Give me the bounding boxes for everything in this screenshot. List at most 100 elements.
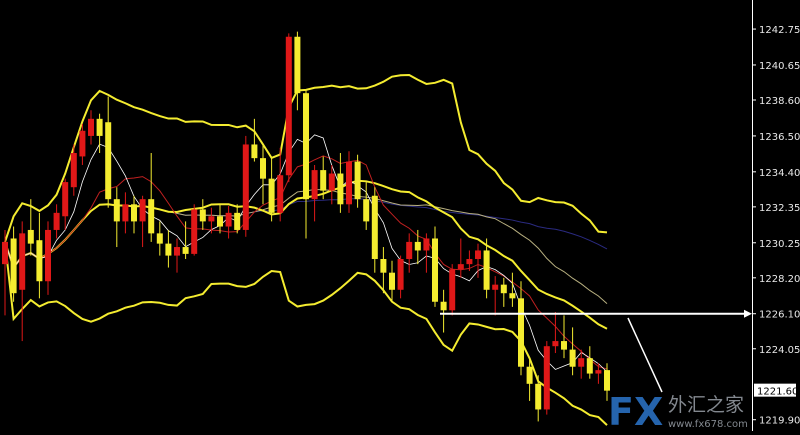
candle-down	[354, 154, 361, 208]
candle-down	[10, 226, 17, 302]
candle-down	[199, 199, 206, 230]
candle-down	[380, 247, 387, 294]
candle-up	[122, 192, 129, 234]
axis-tick-label: 1230.25	[759, 239, 800, 250]
candle-down	[234, 204, 241, 234]
candle-body	[53, 212, 60, 230]
candle-down	[440, 289, 447, 333]
candle-body	[10, 238, 17, 294]
candle-up	[70, 144, 77, 196]
annotations	[440, 309, 752, 393]
candle-body	[268, 178, 275, 213]
candle-up	[466, 250, 473, 271]
candle-down	[156, 221, 163, 256]
candle-body	[414, 241, 421, 251]
candle-body	[475, 250, 481, 260]
candle-body	[165, 243, 172, 256]
candle-body	[518, 298, 524, 367]
candle-down	[500, 277, 507, 307]
candle-body	[182, 247, 189, 254]
candle-up	[139, 195, 146, 248]
candle-down	[604, 363, 610, 401]
candle-up	[328, 164, 335, 205]
candle-up	[423, 233, 430, 273]
candle-down	[260, 144, 266, 205]
axis-tick-label: 1226.10	[759, 310, 800, 321]
candle-down	[561, 315, 567, 359]
candle-body	[234, 212, 241, 230]
candle-body	[294, 36, 301, 94]
candle-body	[242, 144, 249, 230]
candle-down	[268, 156, 275, 222]
candle-down	[483, 238, 490, 299]
candle-down	[518, 281, 524, 376]
svg-text:www.fx678.com: www.fx678.com	[668, 419, 748, 430]
candle-body	[174, 247, 180, 256]
candle-body	[509, 293, 516, 299]
candle-body	[432, 238, 438, 302]
svg-text:外汇之家: 外汇之家	[668, 394, 744, 416]
candle-body	[604, 370, 610, 391]
candle-body	[285, 36, 292, 176]
candle-down	[320, 156, 327, 200]
candle-up	[595, 363, 602, 384]
candle-body	[139, 199, 146, 222]
candle-up	[311, 164, 318, 222]
candle-up	[578, 349, 585, 379]
candle-body	[406, 241, 413, 260]
axis-tick-label: 1219.90	[759, 416, 800, 427]
axis-tick-label: 1234.40	[759, 168, 800, 179]
candle-body	[2, 241, 8, 265]
candle-body	[397, 259, 404, 290]
candle-body	[380, 259, 387, 273]
candle-up	[552, 312, 559, 354]
candle-body	[449, 269, 456, 311]
candle-body	[595, 370, 602, 374]
axis-tick-label: 1224.05	[759, 345, 800, 356]
candle-body	[277, 175, 284, 213]
candle-body	[27, 229, 34, 244]
candle-body	[148, 199, 155, 234]
candle-body	[70, 153, 77, 188]
candle-body	[19, 233, 26, 290]
candle-down	[389, 260, 395, 302]
candle-body	[36, 240, 43, 282]
candle-body	[122, 204, 129, 222]
current-price-box	[754, 383, 796, 397]
candle-body	[354, 161, 361, 200]
candle-up	[45, 221, 51, 295]
candle-down	[113, 187, 120, 248]
candle-body	[303, 93, 309, 200]
candle-down	[569, 327, 576, 376]
candle-body	[208, 216, 215, 222]
candle-up	[19, 221, 26, 342]
candle-body	[191, 209, 198, 254]
candle-down	[148, 153, 155, 242]
candle-up	[242, 135, 249, 237]
candle-down	[251, 118, 258, 162]
candle-body	[79, 130, 86, 157]
candle-body	[45, 229, 51, 282]
candles	[2, 31, 610, 422]
candle-up	[53, 204, 60, 239]
candle-body	[526, 366, 533, 384]
candle-down	[509, 272, 516, 307]
candle-down	[432, 226, 438, 307]
candle-body	[389, 272, 395, 290]
candle-up	[62, 178, 69, 230]
candle-body	[423, 238, 430, 251]
candle-down	[27, 199, 34, 256]
candle-down	[535, 375, 542, 422]
candle-down	[217, 204, 223, 234]
candle-up	[79, 123, 86, 165]
candle-down	[303, 89, 309, 239]
candle-up	[449, 264, 456, 316]
candle-body	[105, 122, 112, 200]
candle-body	[96, 118, 103, 136]
candle-body	[217, 216, 223, 227]
axis-tick-label: 1228.20	[759, 274, 800, 285]
candle-down	[165, 229, 172, 268]
candle-body	[156, 233, 163, 244]
candle-body	[586, 358, 593, 374]
